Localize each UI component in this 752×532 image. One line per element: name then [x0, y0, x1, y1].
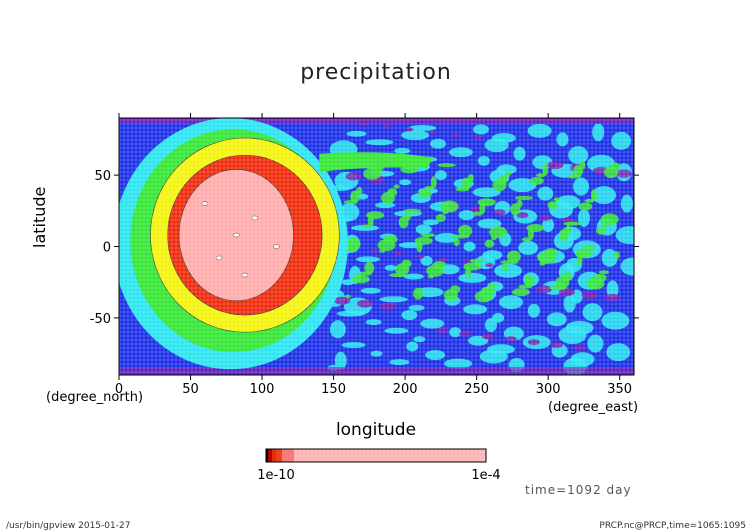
- x-axis-unit: (degree_east): [548, 400, 639, 415]
- x-tick-label: 50: [182, 382, 199, 397]
- y-axis-label: latitude: [30, 186, 49, 248]
- x-tick-label: 300: [536, 382, 561, 397]
- colorbar-frame: [265, 448, 487, 463]
- colorbar-label-max: 1e-4: [471, 468, 500, 483]
- colorbar-grid: [294, 449, 486, 462]
- x-tick-label: 250: [464, 382, 489, 397]
- x-tick-label: 0: [115, 382, 123, 397]
- colorbar-segment: [266, 449, 268, 462]
- colorbar-segment: [276, 449, 282, 462]
- grid-overlay: [119, 118, 634, 375]
- footer-right: PRCP.nc@PRCP,time=1065:1095: [599, 521, 746, 531]
- colorbar-segment: [272, 449, 276, 462]
- x-tick-label: 350: [607, 382, 632, 397]
- colorbar-segment: [282, 449, 294, 462]
- x-axis-label: longitude: [335, 420, 417, 440]
- chart-title: precipitation: [300, 60, 452, 85]
- colorbar-segment: [268, 449, 272, 462]
- colorbar-label-min: 1e-10: [257, 468, 295, 483]
- y-tick-label: 0: [103, 241, 111, 256]
- x-tick-label: 200: [393, 382, 418, 397]
- footer-left: /usr/bin/gpview 2015-01-27: [6, 521, 131, 531]
- y-tick-label: -50: [90, 312, 111, 327]
- x-tick-label: 100: [250, 382, 275, 397]
- x-tick-label: 150: [321, 382, 346, 397]
- y-axis-unit: (degree_north): [46, 390, 144, 405]
- y-tick-label: 50: [94, 169, 111, 184]
- time-annotation: time=1092 day: [525, 483, 632, 497]
